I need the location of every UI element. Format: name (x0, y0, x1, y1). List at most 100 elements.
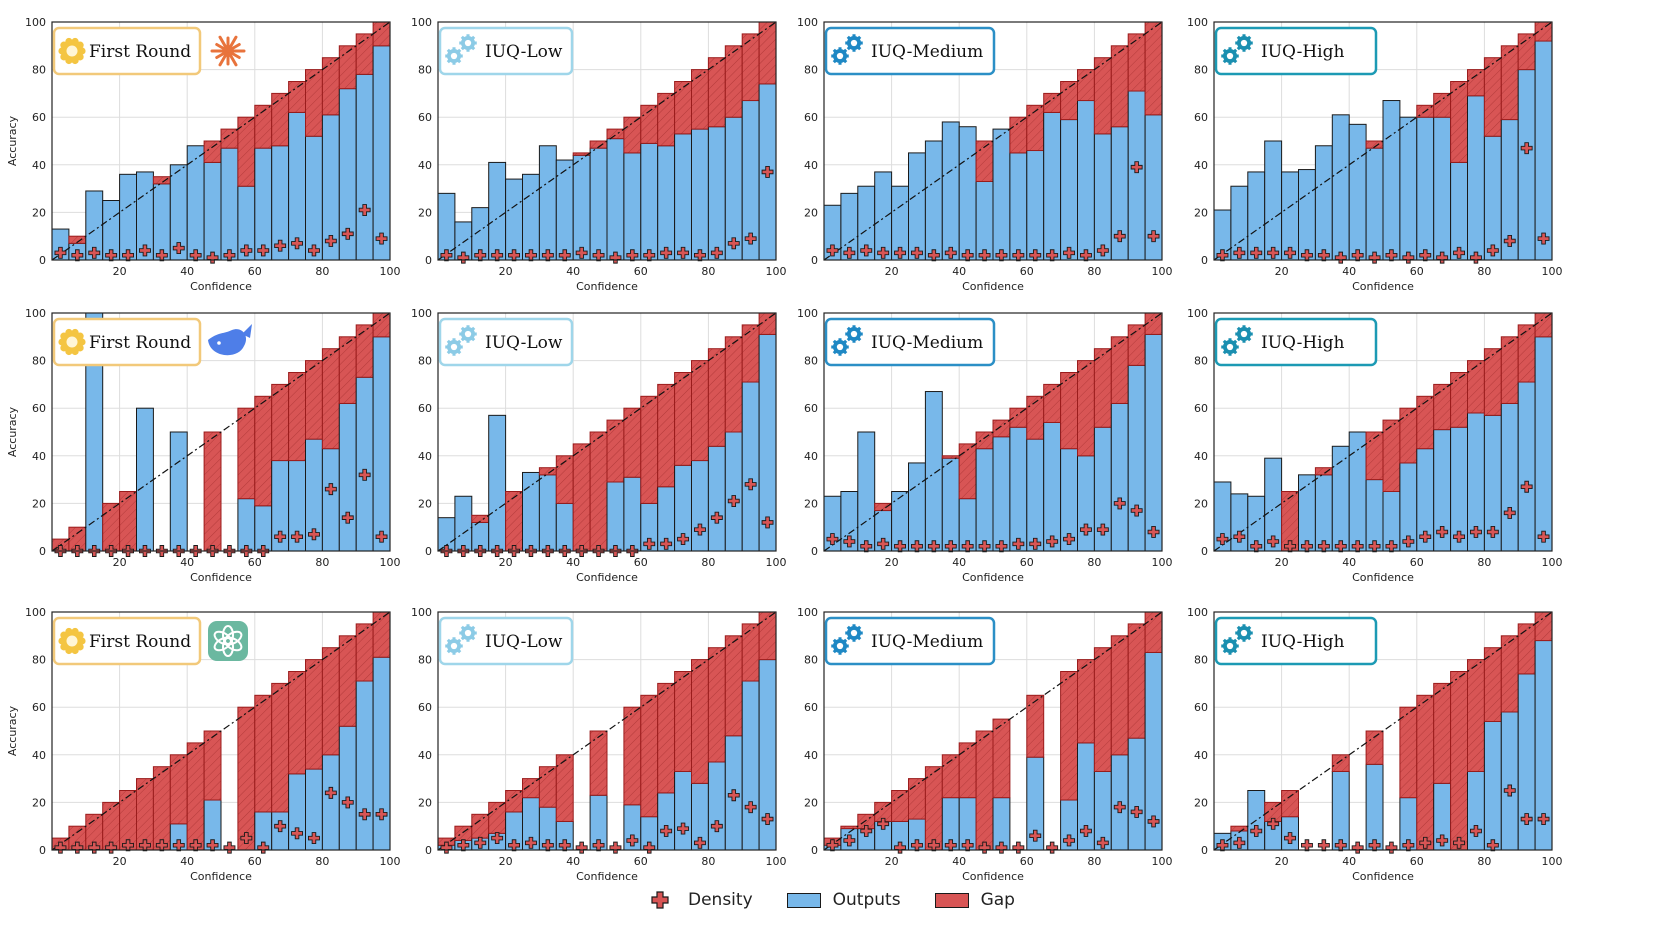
x-tick-label: 80 (1087, 265, 1101, 278)
density-marker (1029, 537, 1042, 550)
gap-bar (1077, 659, 1095, 744)
output-bar (975, 180, 994, 261)
density-marker (105, 841, 118, 854)
badge-frame (824, 616, 996, 666)
density-marker (508, 839, 520, 852)
output-bar (908, 152, 926, 261)
x-axis-label: Confidence (576, 870, 638, 883)
sun-icon (58, 37, 86, 65)
density-marker (257, 244, 270, 257)
density-marker (189, 839, 202, 852)
output-bar (657, 145, 676, 261)
density-marker (1436, 834, 1449, 847)
density-marker (155, 249, 168, 262)
density-marker (961, 540, 974, 553)
gap-bar (1433, 92, 1452, 118)
output-bar (522, 471, 540, 552)
y-tick-label: 20 (32, 497, 46, 510)
y-tick-label: 20 (804, 796, 818, 809)
density-marker (341, 511, 354, 524)
density-marker (525, 249, 537, 262)
density-marker (1113, 230, 1126, 243)
density-marker (1080, 249, 1092, 262)
panel-badge: First Round (52, 616, 202, 666)
y-tick-label: 80 (1194, 654, 1208, 667)
density-marker (761, 813, 774, 826)
y-tick-label: 40 (804, 159, 818, 172)
x-tick-label: 100 (380, 265, 401, 278)
density-marker (894, 841, 906, 854)
gap-bar (1281, 790, 1299, 818)
gear-hole (1240, 330, 1248, 338)
density-marker (440, 249, 453, 262)
perfect-calibration-line (437, 611, 777, 851)
y-tick-label: 40 (1194, 450, 1208, 463)
x-tick-label: 20 (499, 265, 513, 278)
x-tick-label: 60 (1020, 855, 1034, 868)
output-bar (1467, 95, 1485, 261)
y-tick-label: 80 (804, 654, 818, 667)
density-marker (877, 537, 890, 550)
x-tick-label: 60 (634, 265, 648, 278)
density-marker (710, 511, 723, 524)
y-tick-label: 60 (804, 701, 818, 714)
density-marker (677, 246, 689, 259)
density-marker (358, 468, 371, 481)
output-bar (1365, 763, 1384, 851)
gap-bar (1365, 730, 1384, 765)
density-marker (172, 242, 185, 255)
gap-bar (992, 419, 1011, 438)
gap-bar (102, 502, 121, 552)
gap-bar (840, 825, 859, 830)
density-marker (877, 817, 890, 830)
density-marker (575, 841, 588, 854)
density-marker (223, 841, 236, 854)
gear-hole (836, 52, 844, 60)
x-tick-label: 20 (113, 855, 127, 868)
gap-bar (271, 383, 290, 462)
output-bar (707, 126, 726, 261)
output-bar (1009, 152, 1028, 261)
perfect-calibration-line (1213, 312, 1553, 552)
gap-bar (203, 730, 222, 801)
x-tick-label: 100 (1152, 556, 1173, 569)
output-bar (1450, 161, 1468, 261)
density-marker (1317, 249, 1330, 262)
calibration-panel: 0 20 40 60 80 100 20 40 60 80 100 Confidence Accurac… (6, 16, 401, 293)
plot-frame (51, 611, 391, 851)
gear-shape (1221, 637, 1239, 655)
density-marker (88, 841, 101, 854)
gap-bar (1416, 395, 1435, 450)
gap-bar (1026, 694, 1045, 758)
y-tick-label: 60 (804, 402, 818, 415)
y-tick-label: 60 (418, 402, 432, 415)
y-tick-label: 20 (418, 206, 432, 219)
calibration-panel: 0 20 40 60 80 100 20 40 60 80 100 Confidence IUQ-Low (411, 307, 787, 584)
output-bar (152, 183, 171, 261)
x-tick-label: 40 (180, 265, 194, 278)
output-bar (572, 154, 591, 261)
density-marker (609, 841, 622, 854)
badge-frame (52, 317, 202, 367)
figure-grid: 0 20 40 60 80 100 20 40 60 80 100 Confidence Accurac… (6, 16, 1563, 883)
x-tick-label: 80 (315, 265, 329, 278)
density-marker (1012, 841, 1025, 854)
density-marker (727, 237, 740, 250)
output-bar (538, 474, 557, 552)
y-tick-label: 100 (411, 606, 432, 619)
output-bar (488, 161, 507, 261)
x-tick-label: 80 (701, 556, 715, 569)
output-bar (321, 448, 340, 552)
density-marker (1130, 504, 1143, 517)
x-tick-label: 100 (766, 855, 787, 868)
gear-high-icon (1221, 325, 1253, 356)
density-marker (1113, 497, 1126, 510)
output-bar (1060, 119, 1078, 261)
gap-bar (355, 324, 374, 378)
charts-svg: 0 20 40 60 80 100 20 40 60 80 100 Confidence Accurac… (6, 16, 1563, 883)
density-marker (1351, 249, 1364, 262)
density-marker (1301, 249, 1313, 262)
gear-hole (836, 642, 844, 650)
y-tick-label: 0 (811, 545, 818, 558)
panel-badge: First Round (52, 26, 202, 76)
